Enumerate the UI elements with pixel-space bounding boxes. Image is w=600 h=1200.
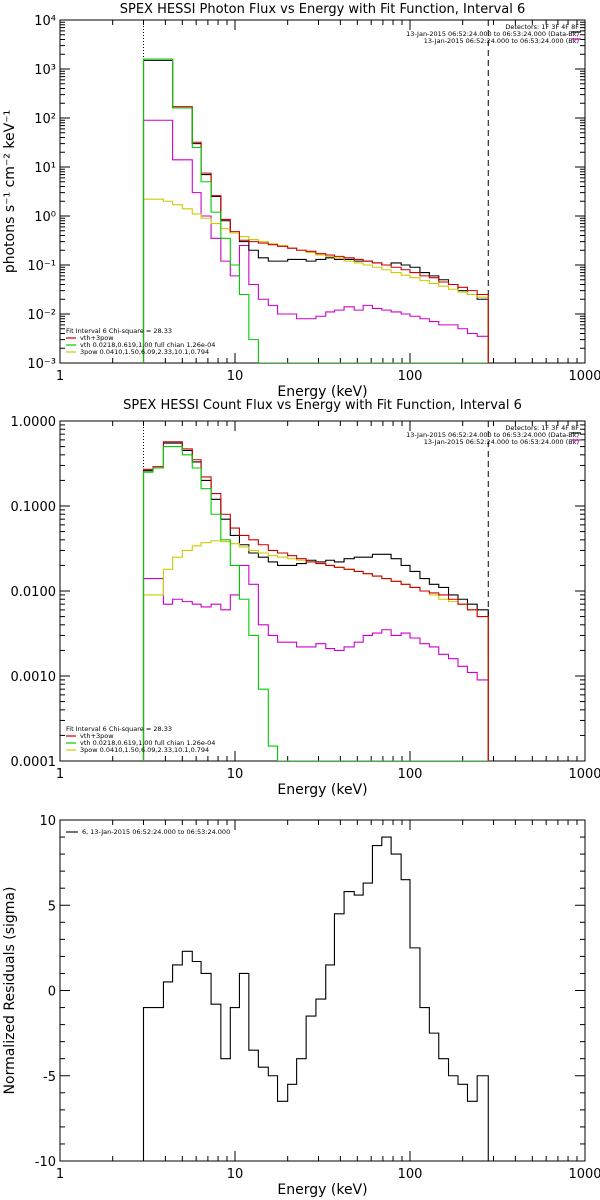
count-y-tick-label: 0.0010	[11, 670, 57, 685]
residuals-series-group	[142, 836, 489, 1161]
photon-y-tick-label: 10⁻³	[27, 357, 56, 372]
photon-y-tick-label: 10⁻¹	[27, 259, 56, 274]
count-x-tick-label: 1000	[568, 767, 600, 782]
residuals-y-tick-label: -10	[35, 1155, 56, 1170]
photon-legend-right-item: 13-Jan-2015 06:52:24.000 to 06:53:24.000…	[424, 37, 579, 45]
residuals-y-tick-label: -5	[43, 1070, 56, 1085]
residuals-x-tick-label: 100	[398, 1167, 423, 1182]
residuals-x-axis-label: Energy (keV)	[277, 1182, 367, 1198]
residuals-x-axis: 1 10 100 1000 Energy (keV)	[56, 820, 600, 1198]
residuals-y-axis-label: Normalized Residuals (sigma)	[2, 887, 18, 1095]
residuals-chart: 1 10 100 1000 Energy (keV) -10 -5 0 5 10 Normalize…	[2, 814, 600, 1198]
photon-x-axis-label: Energy (keV)	[277, 384, 367, 400]
photon-series-background	[142, 119, 489, 363]
photon-y-axis-label: photons s⁻¹ cm⁻² keV⁻¹	[2, 110, 18, 273]
photon-series-bpow	[142, 198, 489, 363]
count-plot-frame	[59, 420, 586, 762]
residuals-legend-left: 6, 13-Jan-2015 06:52:24.000 to 06:53:24.…	[66, 828, 230, 836]
photon-legend-item: 3pow 0.0410,1.50,6.09,2.33,10.1,0.794	[80, 348, 209, 356]
count-x-axis: 1 10 100 1000 Energy (keV)	[56, 421, 600, 798]
photon-legend-item: Fit Interval 6 Chi-square = 28.33	[66, 327, 172, 335]
count-legend-item: Fit Interval 6 Chi-square = 28.33	[66, 725, 172, 733]
count-series-background	[142, 564, 489, 761]
photon-x-axis: 1 10 100 1000 Energy (keV)	[56, 20, 600, 400]
photon-legend-right-item: 13-Jan-2015 06:52:24.000 to 06:53:24.000…	[406, 30, 579, 38]
count-title: SPEX HESSI Count Flux vs Energy with Fit…	[123, 398, 522, 413]
count-legend-item: vth 0.0218,0.619,1.00 full chian 1.26e-0…	[80, 739, 215, 747]
count-legend-right-item: 13-Jan-2015 06:52:24.000 to 06:53:24.000…	[424, 438, 579, 446]
photon-y-tick-label: 10⁻²	[27, 308, 56, 323]
count-legend-item: vth+3pow	[80, 732, 114, 740]
count-x-tick-label: 100	[398, 767, 423, 782]
count-x-tick-label: 1	[56, 767, 64, 782]
residuals-y-tick-label: 0	[48, 985, 56, 1000]
photon-series-group	[142, 58, 489, 363]
residuals-y-tick-label: 5	[48, 899, 56, 914]
photon-legend-left: Fit Interval 6 Chi-square = 28.33vth+3po…	[66, 327, 215, 356]
photon-y-tick-label: 10¹	[34, 161, 56, 176]
photon-chart: SPEX HESSI Photon Flux vs Energy with Fi…	[2, 2, 600, 400]
photon-plot-frame	[59, 19, 586, 364]
residuals-x-tick-label: 1	[56, 1167, 64, 1182]
photon-y-tick-label: 10⁰	[34, 210, 56, 225]
photon-y-axis: 10⁻³ 10⁻² 10⁻¹ 10⁰ 10¹ 10² 10³ 10⁴ photons s⁻¹ c…	[2, 14, 585, 372]
photon-title: SPEX HESSI Photon Flux vs Energy with Fi…	[120, 2, 526, 17]
count-legend-right-item: Detectors: 1F 3F 4F 8F	[505, 424, 579, 432]
photon-x-tick-label: 1000	[568, 369, 600, 384]
count-series-bpow	[142, 540, 489, 761]
count-series-group	[142, 441, 489, 761]
photon-y-tick-label: 10³	[34, 63, 56, 78]
count-series-total	[142, 442, 489, 761]
photon-legend-item: vth+3pow	[80, 334, 114, 342]
photon-y-tick-label: 10²	[34, 112, 56, 127]
count-x-tick-label: 10	[227, 767, 244, 782]
residuals-x-tick-label: 10	[227, 1167, 244, 1182]
count-y-axis: 0.0001 0.0010 0.0100 0.1000 1.0000	[11, 415, 585, 770]
count-series-sum	[142, 441, 489, 761]
photon-series-vth	[142, 58, 489, 363]
count-y-tick-label: 1.0000	[11, 415, 57, 430]
residuals-y-tick-label: 10	[39, 814, 56, 829]
count-legend-item: 3pow 0.0410,1.50,6.09,2.33,10.1,0.794	[80, 746, 209, 754]
count-x-axis-label: Energy (keV)	[277, 782, 367, 798]
count-y-tick-label: 0.0001	[11, 755, 57, 770]
photon-x-tick-label: 100	[398, 369, 423, 384]
residuals-x-tick-label: 1000	[568, 1167, 600, 1182]
count-series-vth	[142, 446, 489, 761]
residuals-plot-frame	[59, 819, 586, 1162]
count-y-tick-label: 0.1000	[11, 500, 57, 515]
count-legend-left: Fit Interval 6 Chi-square = 28.33vth+3po…	[66, 725, 215, 754]
photon-x-tick-label: 1	[56, 369, 64, 384]
residuals-y-axis: -10 -5 0 5 10 Normalized Residuals (sigma)	[2, 814, 585, 1170]
count-y-tick-label: 0.0100	[11, 585, 57, 600]
photon-y-tick-label: 10⁴	[34, 14, 56, 29]
count-chart: SPEX HESSI Count Flux vs Energy with Fit…	[11, 398, 600, 798]
photon-x-tick-label: 10	[227, 369, 244, 384]
residuals-series-residual	[142, 836, 489, 1161]
count-legend-right-item: 13-Jan-2015 06:52:24.000 to 06:53:24.000…	[406, 431, 579, 439]
photon-legend-right-item: Detectors: 1F 3F 4F 8F	[505, 23, 579, 31]
residuals-legend-item: 6, 13-Jan-2015 06:52:24.000 to 06:53:24.…	[82, 828, 230, 836]
photon-legend-item: vth 0.0218,0.619,1.00 full chian 1.26e-0…	[80, 341, 215, 349]
